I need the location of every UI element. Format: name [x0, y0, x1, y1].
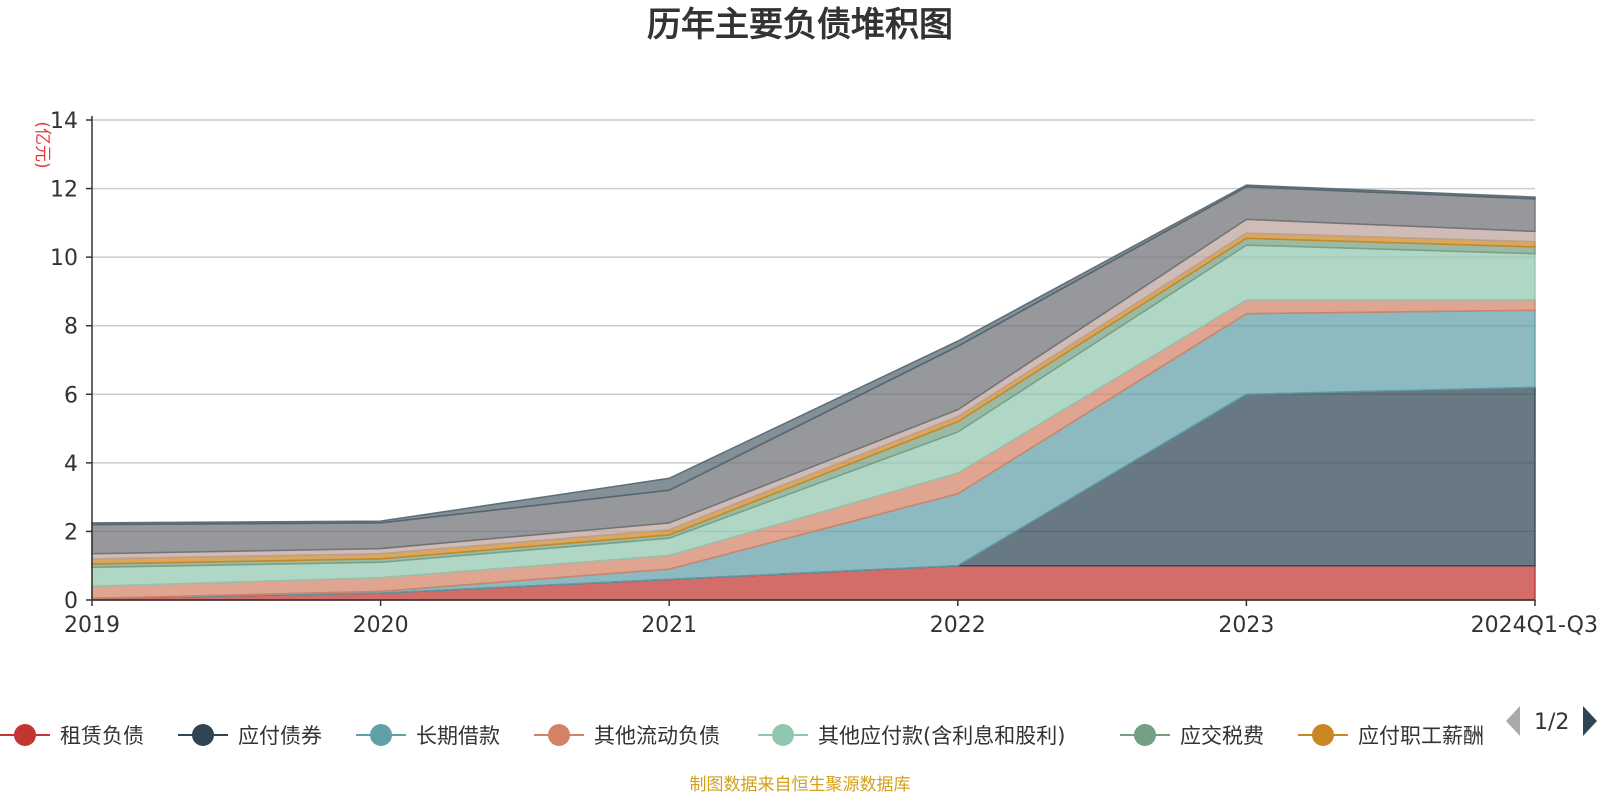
y-tick-label: 4 — [64, 452, 78, 477]
x-tick-label: 2023 — [1218, 613, 1274, 638]
legend-label: 其他流动负债 — [594, 724, 720, 748]
legend-item[interactable]: 租赁负债 — [0, 724, 144, 748]
legend-circle-marker — [14, 724, 36, 746]
legend-circle-marker — [548, 724, 570, 746]
legend-circle-marker — [192, 724, 214, 746]
chart-title: 历年主要负债堆积图 — [647, 5, 953, 45]
y-axis-unit: (亿元) — [32, 121, 52, 168]
legend-item[interactable]: 长期借款 — [356, 724, 500, 748]
y-tick-label: 6 — [64, 383, 78, 408]
legend-item[interactable]: 其他应付款(含利息和股利) — [758, 724, 1065, 748]
pager-indicator: 1/2 — [1534, 710, 1569, 735]
legend-label: 应付职工薪酬 — [1358, 724, 1484, 748]
x-tick-label: 2021 — [641, 613, 697, 638]
legend-item[interactable]: 其他流动负债 — [534, 724, 720, 748]
x-tick-label: 2022 — [930, 613, 986, 638]
series-area-9[interactable] — [91, 184, 1536, 526]
legend-label: 应交税费 — [1180, 724, 1264, 748]
legend-circle-marker — [772, 724, 794, 746]
x-tick-label: 2019 — [64, 613, 120, 638]
series-areas[interactable] — [91, 184, 1536, 601]
pager-prev-icon[interactable] — [1506, 706, 1520, 736]
y-tick-label: 12 — [50, 178, 78, 203]
y-tick-label: 10 — [50, 246, 78, 271]
y-tick-label: 2 — [64, 520, 78, 545]
y-tick-label: 0 — [64, 589, 78, 614]
pager-next-icon[interactable] — [1583, 706, 1597, 736]
legend-label: 长期借款 — [416, 724, 500, 748]
x-tick-label: 2020 — [353, 613, 409, 638]
legend-item[interactable]: 应付职工薪酬 — [1298, 724, 1484, 748]
grid-lines — [92, 119, 1535, 533]
legend[interactable]: 租赁负债 应付债券 长期借款 其他流动负债 其他应付款(含利息和股利) 应交税费 应付职工薪… — [0, 724, 1484, 748]
legend-label: 租赁负债 — [60, 724, 144, 748]
legend-label: 其他应付款(含利息和股利) — [818, 724, 1065, 748]
y-tick-label: 8 — [64, 315, 78, 340]
legend-label: 应付债券 — [238, 724, 322, 748]
legend-item[interactable]: 应交税费 — [1120, 724, 1264, 748]
legend-circle-marker — [1312, 724, 1334, 746]
x-tick-label: 2024Q1-Q3 — [1471, 613, 1598, 638]
legend-item[interactable]: 应付债券 — [178, 724, 322, 748]
legend-pager[interactable]: 1/2 — [1506, 706, 1597, 736]
y-tick-label: 14 — [50, 109, 78, 134]
legend-circle-marker — [1134, 724, 1156, 746]
legend-circle-marker — [370, 724, 392, 746]
data-source-note: 制图数据来自恒生聚源数据库 — [690, 775, 911, 795]
axes: 0 2 4 6 8 10 12 14 2019 2020 2021 2022 2023 2024Q1-Q3 — [50, 109, 1598, 638]
